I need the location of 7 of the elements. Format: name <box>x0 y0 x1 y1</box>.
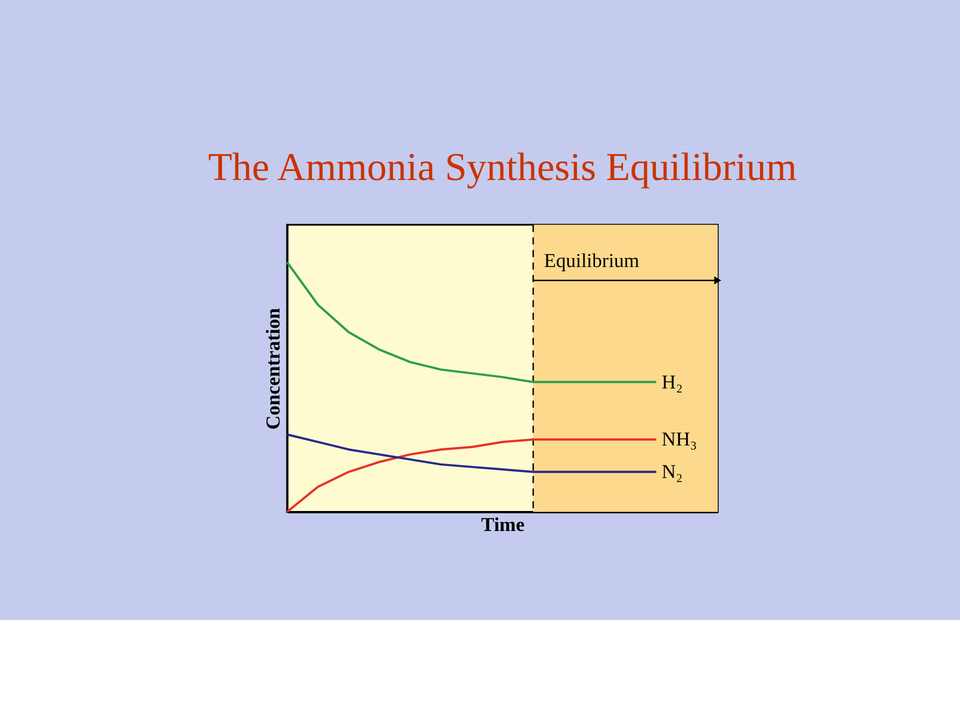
series-label: NH₃ <box>662 428 697 451</box>
chart-title: The Ammonia Synthesis Equilibrium <box>208 145 798 190</box>
x-axis-title: Time <box>481 514 525 536</box>
annotation: Equilibrium <box>544 250 640 272</box>
series-label: H₂ <box>662 371 683 394</box>
series-label: N₂ <box>662 461 683 484</box>
y-axis-title: Concentration <box>262 308 284 430</box>
